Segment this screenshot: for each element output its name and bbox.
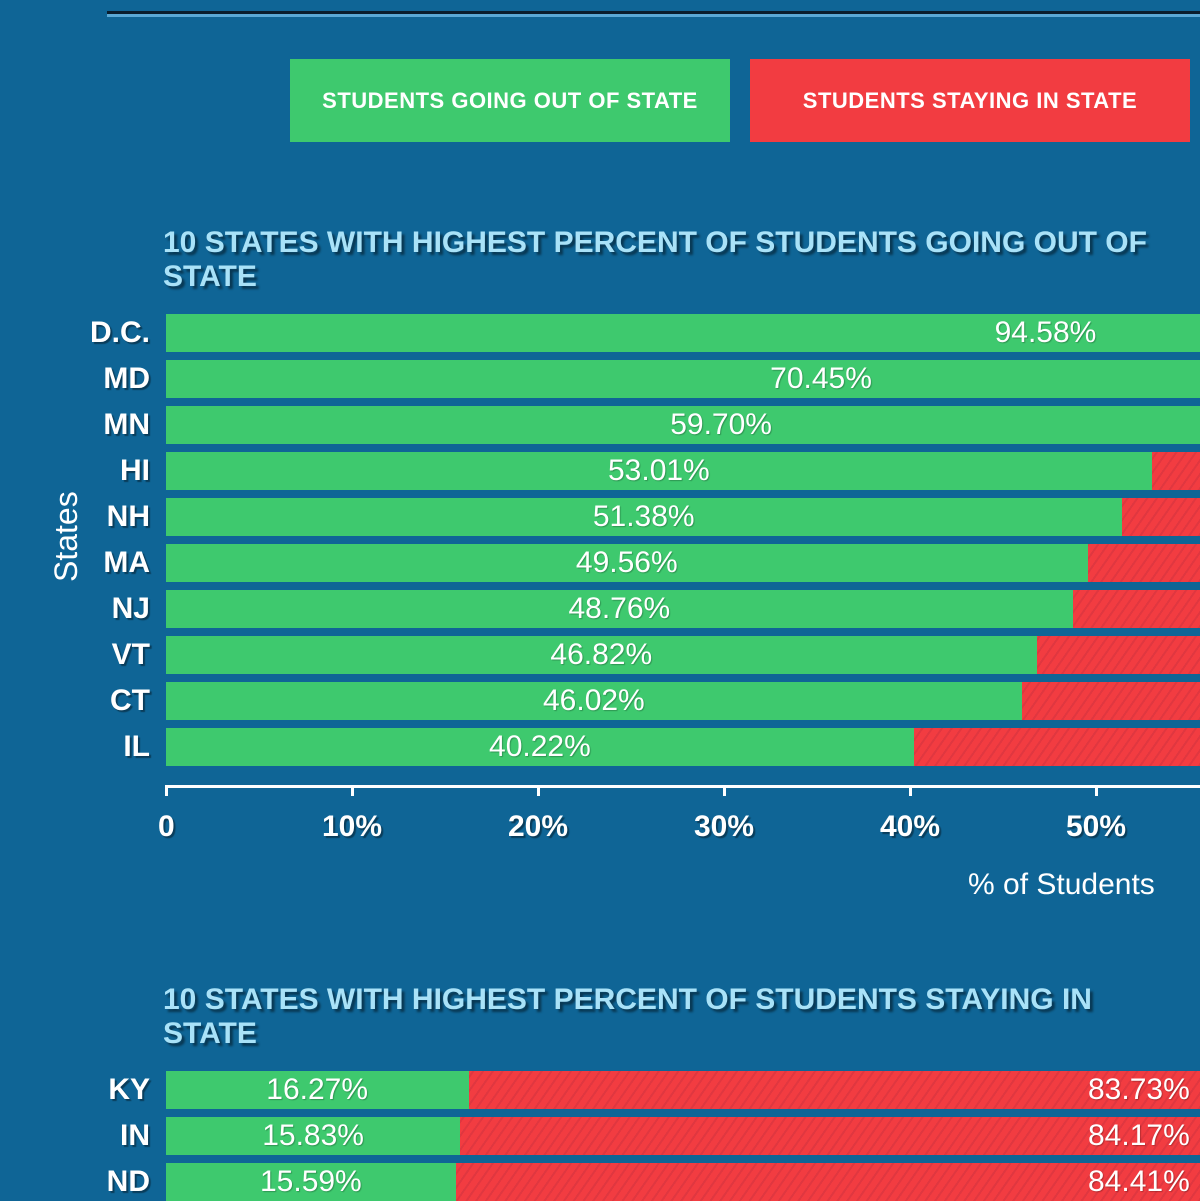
value-label-out-of-state: 49.56% xyxy=(575,546,678,579)
value-label-out-of-state: 48.76% xyxy=(568,592,671,625)
value-label-out-of-state: 15.59% xyxy=(259,1165,362,1198)
legend-out-of-state-label: STUDENTS GOING OUT OF STATE xyxy=(322,87,698,113)
x-axis-tick xyxy=(909,785,912,796)
state-label: KY xyxy=(0,1071,150,1109)
bar-out-of-state xyxy=(166,636,1037,674)
value-label-out-of-state: 53.01% xyxy=(607,454,710,487)
state-label: VT xyxy=(0,636,150,674)
state-label: MA xyxy=(0,544,150,582)
state-label-text: VT xyxy=(111,638,150,671)
state-label: IL xyxy=(0,728,150,766)
state-label: ND xyxy=(0,1163,150,1201)
bar-in-state xyxy=(1151,452,1200,490)
state-label: MN xyxy=(0,406,150,444)
bar-in-state xyxy=(1087,544,1200,582)
bar-out-of-state xyxy=(166,452,1152,490)
value-label-out-of-state: 15.83% xyxy=(262,1119,364,1152)
state-label: D.C. xyxy=(0,314,150,352)
state-label: NH xyxy=(0,498,150,536)
bar-in-state xyxy=(468,1071,1200,1109)
state-label: IN xyxy=(0,1117,150,1155)
bar-out-of-state xyxy=(166,498,1122,536)
bar-in-state xyxy=(1072,590,1200,628)
x-axis-tick-label: 0 xyxy=(158,810,175,843)
state-label-text: D.C. xyxy=(90,316,150,349)
bar-out-of-state xyxy=(166,728,915,766)
bar-out-of-state xyxy=(166,682,1022,720)
legend-in-state-label: STUDENTS STAYING IN STATE xyxy=(802,87,1138,113)
state-label-text: IL xyxy=(123,730,150,763)
bar-out-of-state xyxy=(166,590,1073,628)
state-label-text: IN xyxy=(120,1119,150,1152)
chart1-title: 10 STATES WITH HIGHEST PERCENT OF STUDEN… xyxy=(163,226,1147,293)
value-label-out-of-state: 51.38% xyxy=(592,500,695,533)
x-axis-tick-label: 50% xyxy=(1066,810,1127,843)
x-axis-tick-label: 40% xyxy=(880,810,941,843)
bar-out-of-state xyxy=(166,1117,461,1155)
x-axis-tick xyxy=(723,785,726,796)
state-label-text: NJ xyxy=(111,592,150,625)
value-label-out-of-state: 59.70% xyxy=(670,408,772,441)
state-label: NJ xyxy=(0,590,150,628)
bar-out-of-state xyxy=(166,1163,456,1201)
x-axis-tick-label: 20% xyxy=(508,810,569,843)
state-label-text: MN xyxy=(103,408,150,441)
legend-out-of-state: STUDENTS GOING OUT OF STATE xyxy=(290,59,730,142)
value-label-out-of-state: 40.22% xyxy=(489,730,591,763)
state-label: HI xyxy=(0,452,150,490)
legend-in-state: STUDENTS STAYING IN STATE xyxy=(750,59,1190,142)
x-axis-tick-label: 30% xyxy=(694,810,755,843)
bar-in-state xyxy=(1036,636,1200,674)
bar-in-state xyxy=(1021,682,1200,720)
value-label-out-of-state: 46.02% xyxy=(542,684,645,717)
value-label-in-state: 84.17% xyxy=(1088,1119,1190,1152)
state-label: MD xyxy=(0,360,150,398)
state-label-text: HI xyxy=(120,454,150,487)
x-axis-label: % of Students xyxy=(968,868,1155,901)
bar-out-of-state xyxy=(166,1071,469,1109)
chart2-title: 10 STATES WITH HIGHEST PERCENT OF STUDEN… xyxy=(163,983,1092,1050)
bar-out-of-state xyxy=(166,406,1200,444)
value-label-in-state: 84.41% xyxy=(1088,1165,1190,1198)
x-axis-line xyxy=(166,785,1200,788)
x-axis-tick xyxy=(1095,785,1098,796)
header-rule xyxy=(107,11,1200,14)
header-rule-highlight xyxy=(107,14,1200,17)
value-label-out-of-state: 94.58% xyxy=(994,316,1097,349)
state-label-text: MA xyxy=(103,546,150,579)
state-label: CT xyxy=(0,682,150,720)
value-label-out-of-state: 70.45% xyxy=(770,362,872,395)
bar-in-state xyxy=(914,728,1200,766)
bar-in-state xyxy=(1121,498,1200,536)
bar-in-state xyxy=(455,1163,1200,1201)
state-label-text: ND xyxy=(106,1165,150,1198)
bar-out-of-state xyxy=(166,314,1200,352)
value-label-in-state: 83.73% xyxy=(1088,1073,1190,1106)
x-axis-tick xyxy=(537,785,540,796)
bar-in-state xyxy=(460,1117,1200,1155)
x-axis-tick-label: 10% xyxy=(322,810,383,843)
state-label-text: NH xyxy=(106,500,150,533)
x-axis-tick xyxy=(165,785,168,796)
state-label-text: CT xyxy=(110,684,150,717)
value-label-out-of-state: 46.82% xyxy=(550,638,653,671)
state-label-text: KY xyxy=(108,1073,150,1106)
bar-out-of-state xyxy=(166,544,1088,582)
x-axis-tick xyxy=(351,785,354,796)
value-label-out-of-state: 16.27% xyxy=(266,1073,369,1106)
bar-out-of-state xyxy=(166,360,1200,398)
state-label-text: MD xyxy=(103,362,150,395)
